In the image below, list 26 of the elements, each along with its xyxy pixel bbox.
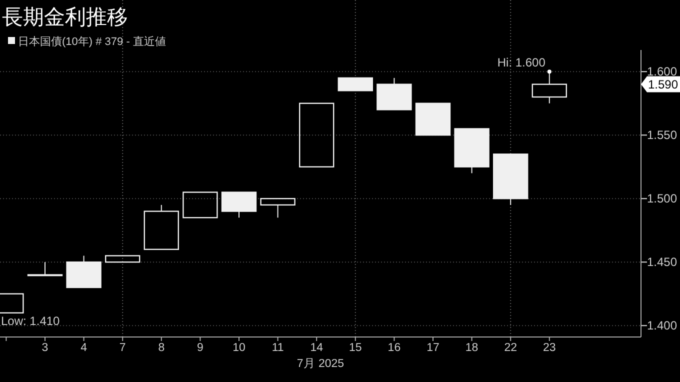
y-tick-label: 1.550 [647,128,678,142]
y-tick-label: 1.450 [647,255,678,270]
x-axis-title: 7月 2025 [296,357,344,370]
x-tick-label: 15 [349,342,362,354]
y-tick-label: 1.400 [647,318,678,333]
annotation: Low: 1.410 [1,314,60,328]
candlestick [532,71,567,104]
x-tick-label: 14 [310,342,324,354]
annotation: Hi: 1.600 [497,56,546,70]
x-tick-label: 8 [158,342,165,354]
y-tick-label: 1.500 [647,192,678,206]
x-tick-label: 7 [119,342,126,354]
x-tick-label: 4 [80,342,88,354]
x-tick-label: 18 [465,342,478,354]
x-tick-label: 9 [196,342,204,354]
legend-label: 日本国債(10年) # 379 - 直近値 [18,35,166,48]
y-tick-label: 1.600 [647,64,678,79]
text: 1.590 [648,77,678,92]
x-tick-label: 11 [272,342,284,354]
x-tick-label: 10 [232,342,246,354]
chart-title: 長期金利推移 [2,6,128,29]
x-tick-label: 23 [543,342,556,354]
x-tick-label: 16 [388,342,401,354]
x-tick-label: 17 [426,342,440,354]
x-tick-label: 22 [504,342,517,354]
x-tick-label: 3 [42,342,48,354]
